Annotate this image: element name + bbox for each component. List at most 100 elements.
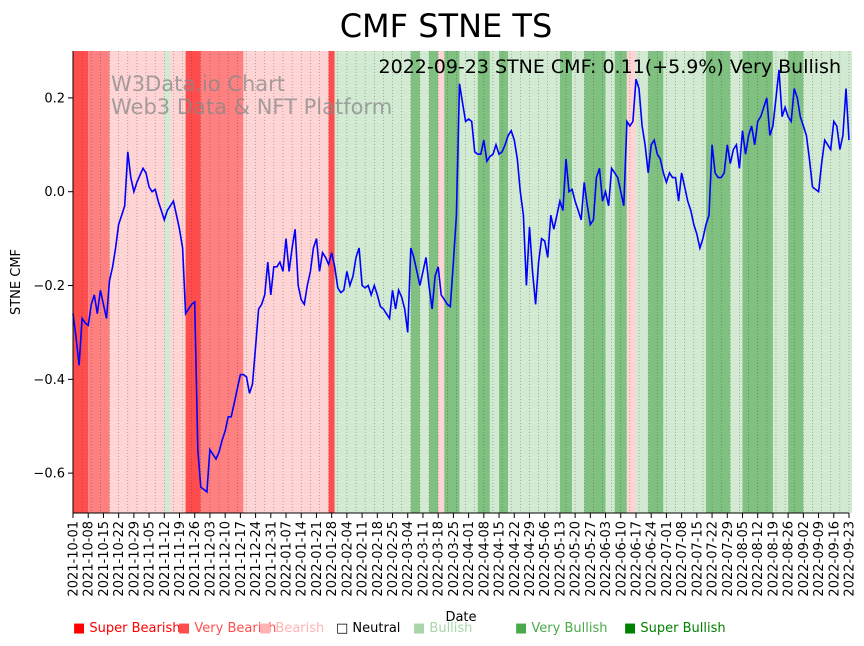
regime-band-bullish — [489, 51, 500, 513]
x-tick-label: 2022-09-02 — [797, 521, 812, 597]
regime-band-bullish — [605, 51, 615, 513]
x-tick-label: 2021-12-03 — [203, 521, 218, 597]
x-tick-label: 2022-03-04 — [401, 521, 416, 597]
x-tick-label: 2022-07-15 — [690, 521, 705, 597]
x-tick-label: 2022-04-01 — [462, 521, 477, 597]
watermark-line-1: W3Data.io Chart — [111, 72, 285, 96]
x-tick-label: 2022-08-12 — [751, 521, 766, 597]
x-tick-label: 2022-05-06 — [538, 521, 553, 597]
x-tick-label: 2022-07-08 — [675, 521, 690, 597]
x-tick-label: 2022-09-09 — [812, 521, 827, 597]
x-tick-label: 2021-10-29 — [127, 521, 142, 597]
x-tick-label: 2021-11-12 — [158, 521, 173, 597]
x-axis-ticks: 2021-10-01 2021-10-08 2021-10-15 2021-10-22… — [67, 513, 858, 597]
regime-band-very-bearish — [200, 51, 244, 513]
legend-item-bearish: ■ Bearish — [259, 621, 325, 636]
x-tick-label: 2021-10-22 — [112, 521, 127, 597]
x-tick-label: 2022-05-13 — [553, 521, 568, 597]
x-tick-label: 2021-12-10 — [219, 521, 234, 597]
regime-band-super-bearish — [73, 51, 89, 513]
regime-band-very-bearish — [88, 51, 110, 513]
x-tick-label: 2022-06-10 — [614, 521, 629, 597]
x-tick-label: 2022-08-19 — [766, 521, 781, 597]
y-axis-label: STNE CMF — [9, 249, 24, 315]
x-tick-label: 2022-04-29 — [523, 521, 538, 597]
x-tick-label: 2021-12-24 — [249, 521, 264, 597]
regime-band-very-bullish — [584, 51, 606, 513]
chart-title: CMF STNE TS — [340, 7, 553, 45]
regime-band-very-bullish — [788, 51, 804, 513]
y-tick-label: −0.6 — [33, 467, 65, 482]
legend-item-neutral: □ Neutral — [336, 621, 401, 636]
x-tick-label: 2021-10-08 — [82, 521, 97, 597]
x-tick-label: 2022-03-11 — [417, 521, 432, 597]
x-tick-label: 2021-11-19 — [173, 521, 188, 597]
x-tick-label: 2022-01-21 — [310, 521, 325, 597]
regime-band-bullish — [635, 51, 649, 513]
regime-band-very-bullish — [648, 51, 664, 513]
x-tick-label: 2022-09-23 — [843, 521, 858, 597]
x-tick-label: 2022-06-17 — [630, 521, 645, 597]
legend-item-very-bullish: ■ Very Bullish — [515, 621, 608, 636]
x-tick-label: 2022-04-08 — [477, 521, 492, 597]
x-tick-label: 2022-05-20 — [569, 521, 584, 597]
regime-band-bullish — [772, 51, 789, 513]
x-tick-label: 2021-12-31 — [264, 521, 279, 597]
y-tick-label: 0.0 — [44, 185, 65, 200]
legend-item-super-bearish: ■ Super Bearish — [73, 621, 181, 636]
x-tick-label: 2022-06-03 — [599, 521, 614, 597]
watermark-line-2: Web3 Data & NFT Platform — [111, 95, 392, 119]
x-tick-label: 2022-01-14 — [295, 521, 310, 597]
x-tick-label: 2022-02-18 — [371, 521, 386, 597]
x-tick-label: 2021-10-01 — [67, 521, 82, 597]
x-tick-label: 2021-12-17 — [234, 521, 249, 597]
y-tick-label: 0.2 — [44, 91, 65, 106]
regime-band-bearish — [170, 51, 186, 513]
regime-band-very-bullish — [499, 51, 509, 513]
x-tick-label: 2022-03-18 — [432, 521, 447, 597]
x-tick-label: 2022-01-07 — [280, 521, 295, 597]
x-tick-label: 2022-08-26 — [782, 521, 797, 597]
x-tick-label: 2022-07-22 — [706, 521, 721, 597]
x-tick-label: 2022-01-28 — [325, 521, 340, 597]
cmf-series-line — [72, 69, 850, 494]
y-tick-label: −0.4 — [33, 373, 65, 388]
y-tick-label: −0.2 — [33, 279, 65, 294]
regime-band-bullish — [419, 51, 430, 513]
regime-band-super-bearish — [185, 51, 201, 513]
x-tick-label: 2021-11-05 — [143, 521, 158, 597]
x-tick-label: 2022-03-25 — [447, 521, 462, 597]
axes — [72, 51, 849, 514]
regime-band-bearish — [438, 51, 445, 513]
regime-band-bearish — [626, 51, 636, 513]
regime-band-very-bullish — [410, 51, 420, 513]
x-tick-label: 2022-04-15 — [493, 521, 508, 597]
regime-band-bullish — [164, 51, 171, 513]
x-tick-label: 2022-09-16 — [827, 521, 842, 597]
regime-band-very-bullish — [429, 51, 439, 513]
x-axis-label: Date — [445, 610, 476, 625]
regime-band-super-bearish — [328, 51, 335, 513]
regime-band-bullish — [334, 51, 411, 513]
legend-item-bullish: ■ Bullish — [413, 621, 473, 636]
vertical-gridlines — [72, 51, 850, 513]
x-tick-label: 2022-06-24 — [645, 521, 660, 597]
x-tick-label: 2022-02-11 — [356, 521, 371, 597]
x-tick-label: 2022-07-29 — [721, 521, 736, 597]
x-tick-label: 2022-08-05 — [736, 521, 751, 597]
regime-band-bullish — [572, 51, 585, 513]
x-tick-label: 2022-04-22 — [508, 521, 523, 597]
regime-bands — [73, 51, 853, 513]
regime-band-bullish — [459, 51, 478, 513]
regime-band-bearish — [243, 51, 329, 513]
latest-value-annotation: 2022-09-23 STNE CMF: 0.11(+5.9%) Very Bu… — [379, 56, 841, 78]
legend-item-super-bullish: ■ Super Bullish — [624, 621, 726, 636]
regime-band-bullish — [730, 51, 743, 513]
x-tick-label: 2021-11-26 — [188, 521, 203, 597]
x-tick-label: 2022-05-27 — [584, 521, 599, 597]
regime-band-very-bullish — [705, 51, 731, 513]
x-tick-label: 2022-07-01 — [660, 521, 675, 597]
regime-band-bullish — [803, 51, 853, 513]
x-tick-label: 2021-10-15 — [97, 521, 112, 597]
